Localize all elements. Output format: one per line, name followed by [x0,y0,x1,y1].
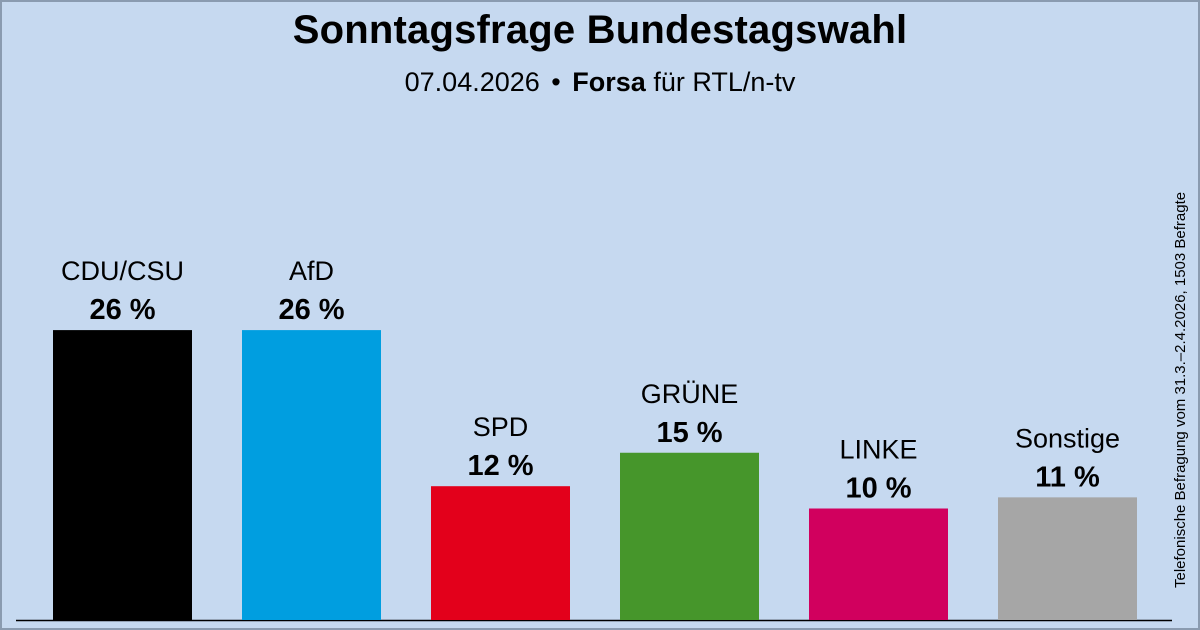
chart-title: Sonntagsfrage Bundestagswahl [292,8,908,52]
value-label-0: 26 % [89,294,155,326]
poll-date: 07.04.2026 [404,67,540,97]
subtitle-bullet: • [551,67,561,97]
category-label-2: SPD [473,412,529,442]
poll-institute: Forsa [572,67,646,97]
poll-client: für RTL/n-tv [653,67,796,97]
category-label-0: CDU/CSU [61,256,184,286]
value-label-3: 15 % [656,417,722,449]
bar-2 [431,486,570,620]
category-label-1: AfD [289,256,334,286]
bar-4 [809,508,948,620]
category-label-5: Sonstige [1015,423,1120,453]
value-label-5: 11 % [1035,461,1100,493]
value-label-4: 10 % [845,473,911,505]
bar-5 [998,497,1137,620]
bar-0 [53,330,192,620]
category-label-3: GRÜNE [641,379,739,409]
category-label-4: LINKE [839,435,917,465]
value-label-2: 12 % [467,450,533,482]
chart-subtitle: 07.04.2026 • Forsa für RTL/n-tv [0,67,1200,98]
value-label-1: 26 % [278,294,344,326]
bar-1 [242,330,381,620]
bar-3 [620,452,759,620]
